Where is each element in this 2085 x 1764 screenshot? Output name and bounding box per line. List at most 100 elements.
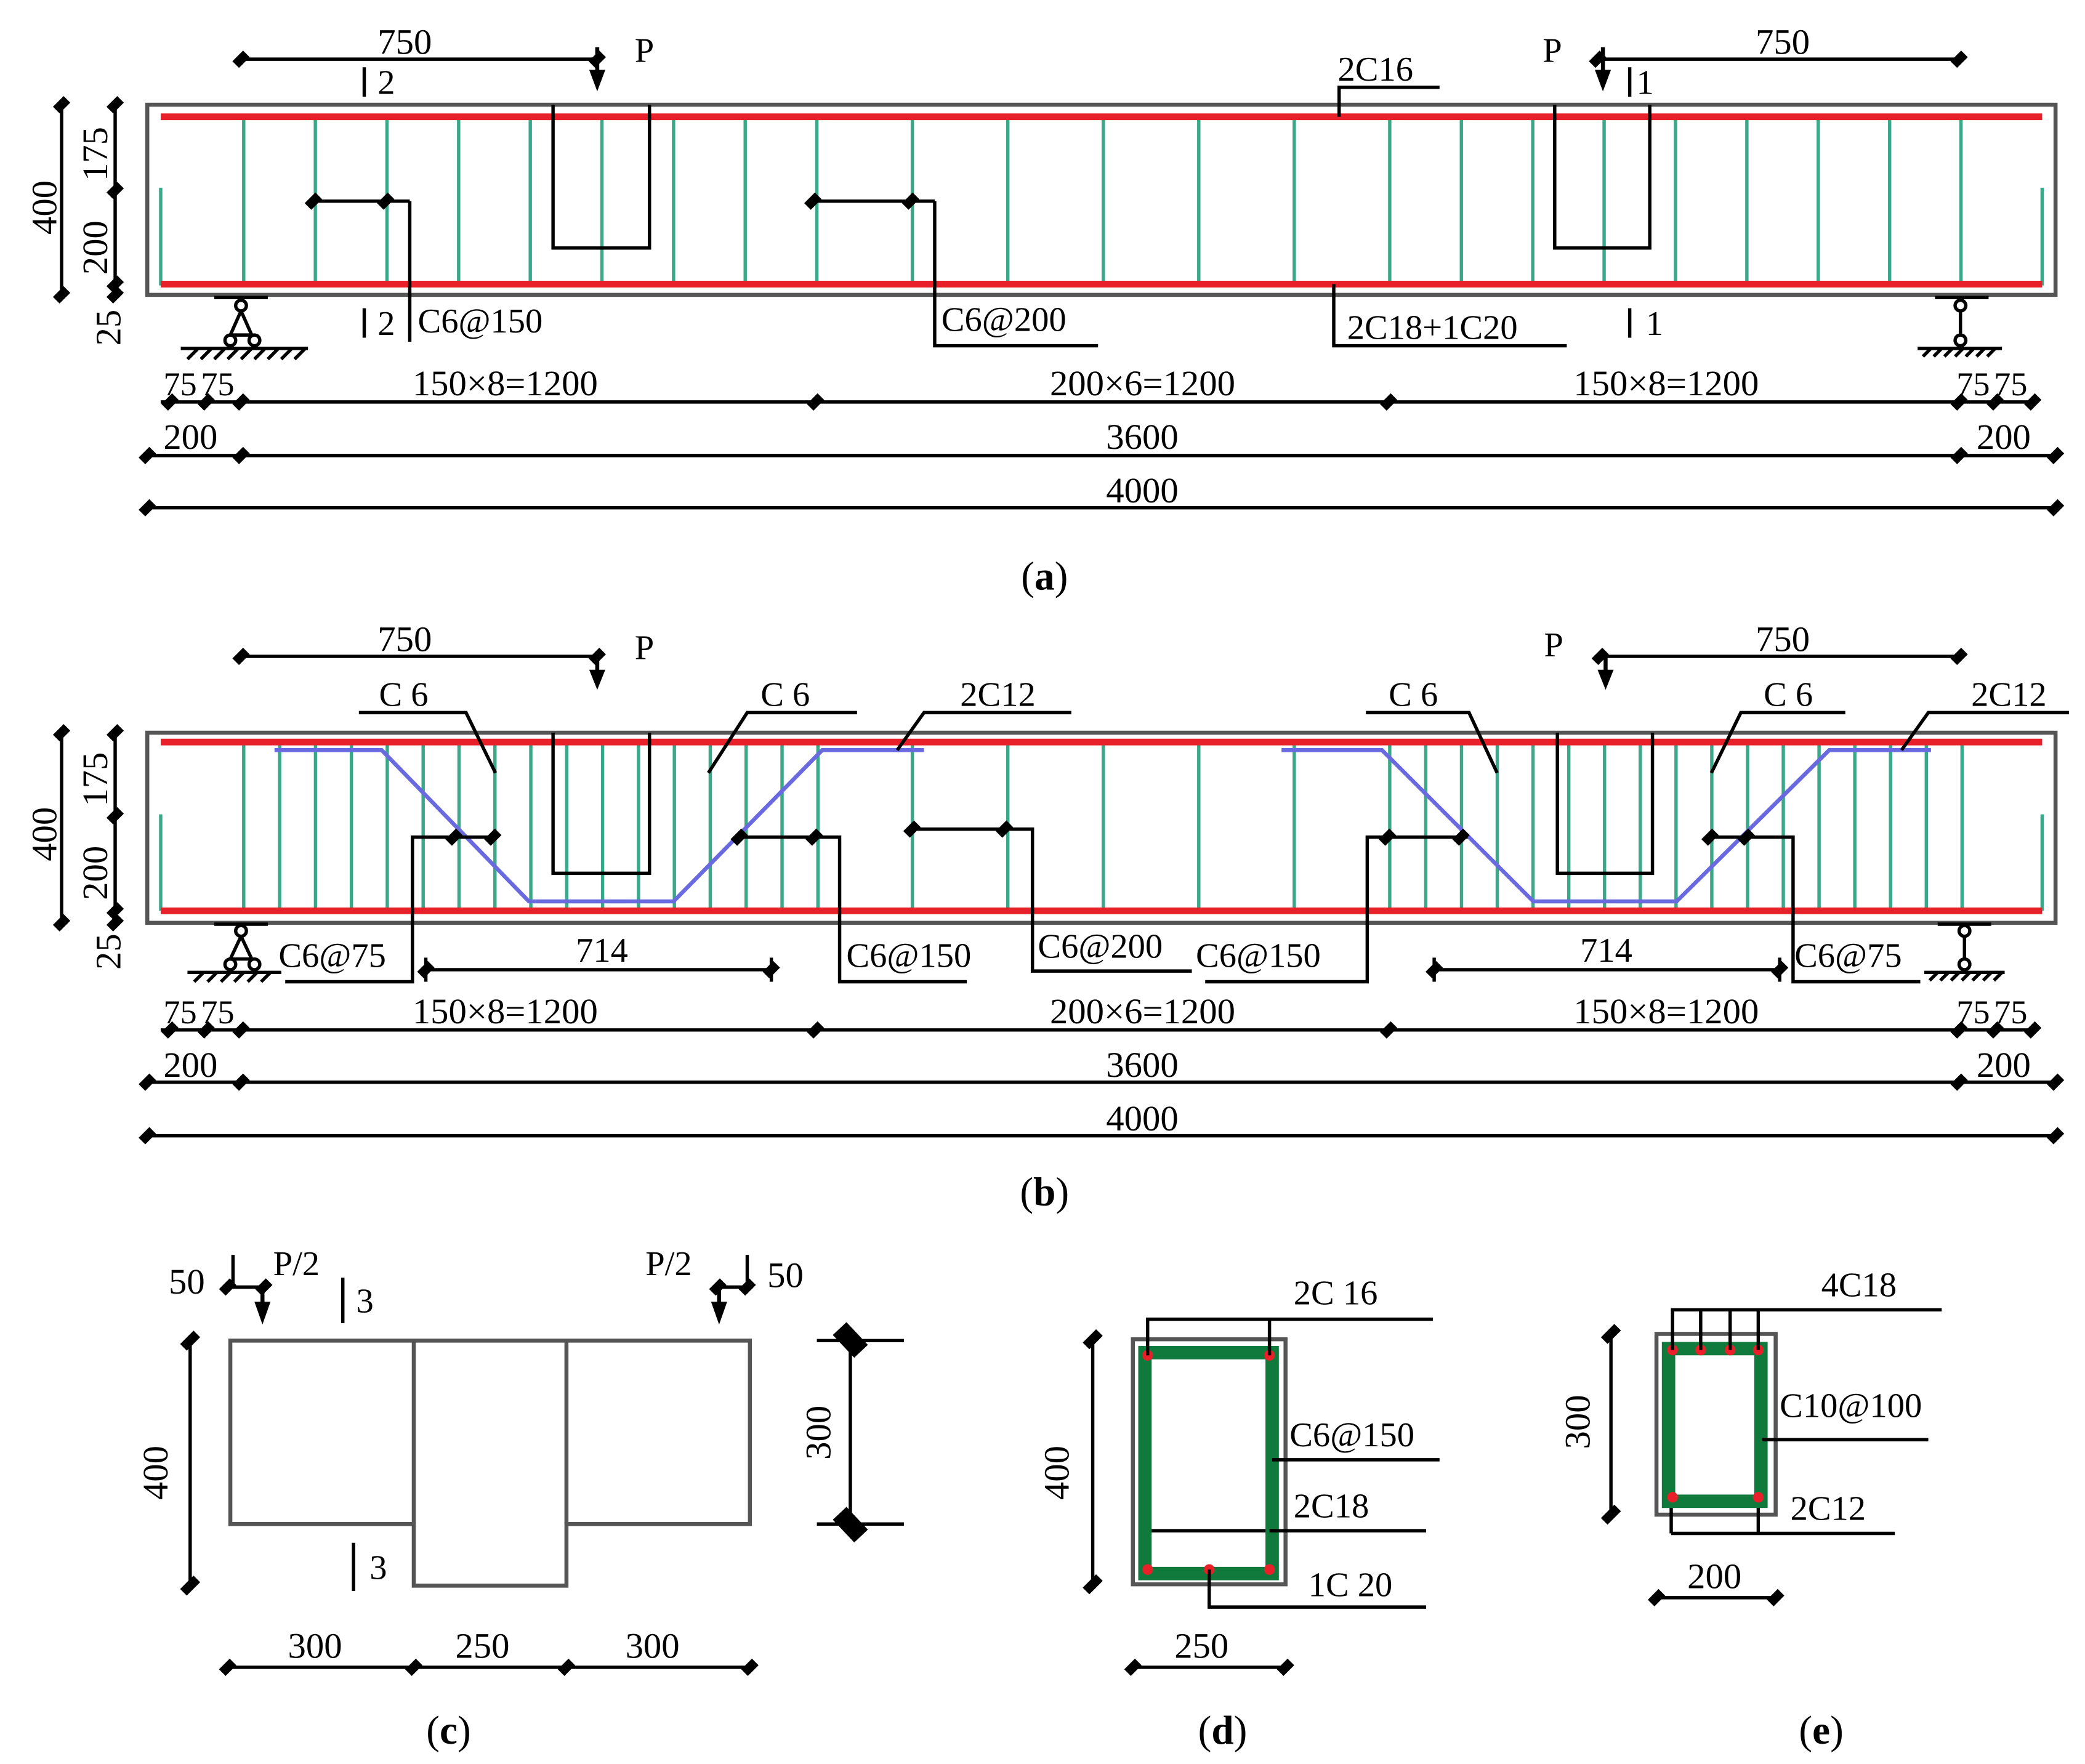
dim-b-bent-length-right: 714 [1580, 932, 1632, 970]
section-e-outline [1654, 1332, 1778, 1517]
dim-a-span: 3600 [1106, 417, 1178, 457]
dim-c-width-mid: 250 [455, 1626, 509, 1666]
roller-support-icon [1924, 922, 2005, 982]
dim-a-overhang-right: 200 [1977, 417, 2031, 457]
caption-e: (e) [1799, 1709, 1843, 1753]
dim-e-height: 300 [1557, 1395, 1597, 1449]
dim-d-height: 400 [1036, 1446, 1076, 1500]
dim-a-height-total: 400 [24, 180, 64, 235]
section-mark-a-2-top: 2 [377, 64, 395, 102]
dim-b-span: 3600 [1106, 1045, 1178, 1085]
dim-c-width-right: 300 [626, 1626, 680, 1666]
dim-c-height-right: 300 [798, 1406, 838, 1460]
dim-a-spacing-right: 150×8=1200 [1573, 363, 1759, 403]
dim-b-total: 4000 [1106, 1098, 1178, 1138]
section-mark-c-bottom: 3 [369, 1549, 387, 1587]
caption-a: (a) [1021, 554, 1068, 598]
panel-b-elevation: P P 750 750 C 6 C 6 2C12 C 6 C 6 2C12 C6… [24, 619, 2069, 1215]
dim-b-75-1: 75 [163, 994, 196, 1031]
dim-a-total: 4000 [1106, 470, 1178, 510]
panel-a-elevation: P P 750 750 2 2 1 1 2C16 C6@150 C6@200 [24, 22, 2065, 598]
dim-b-height-upper: 175 [75, 752, 115, 807]
label-e-top-bar: 4C18 [1821, 1267, 1897, 1305]
dim-b-75-3: 75 [1956, 994, 1990, 1031]
label-b-bent-1: C 6 [379, 676, 428, 714]
section-mark-c-top: 3 [356, 1283, 373, 1321]
dim-c-offset-right: 50 [767, 1255, 804, 1295]
dim-b-height-middle: 200 [75, 846, 115, 900]
dim-b-shear-span-left: 750 [377, 619, 432, 659]
caption-d: (d) [1198, 1709, 1248, 1753]
dim-a-75-1: 75 [163, 366, 196, 403]
dim-a-height-middle: 200 [75, 220, 115, 275]
label-a-top-bar: 2C16 [1338, 50, 1414, 89]
dim-a-75-3: 75 [1956, 366, 1990, 403]
dim-a-height-lower: 25 [89, 310, 129, 346]
dim-a-height-upper: 175 [75, 127, 115, 181]
label-b-stirrup-150-left: C6@150 [846, 937, 971, 975]
beam-a-load-plate-left [551, 105, 651, 250]
panel-e-cross-section: 4C18 C10@100 2C12 300 200 (e) [1557, 1267, 1942, 1753]
label-d-top-bar: 2C 16 [1294, 1275, 1378, 1313]
dim-a-spacing-mid: 200×6=1200 [1050, 363, 1235, 403]
pin-support-icon [180, 296, 309, 361]
load-label-b-right: P [1544, 626, 1563, 664]
beam-b-outline [145, 730, 2058, 925]
label-a-stirrup-end: C6@150 [418, 302, 543, 340]
dim-e-width: 200 [1687, 1557, 1741, 1597]
dim-a-overhang-left: 200 [163, 417, 217, 457]
label-b-stirrup-end-right: C6@75 [1794, 937, 1902, 975]
label-b-stirrup-150-right: C6@150 [1196, 937, 1321, 975]
label-b-stirrup-end-left: C6@75 [278, 937, 386, 975]
t-section-outline [228, 1339, 752, 1588]
pin-support-icon [187, 922, 281, 983]
panel-d-cross-section: 2C 16 C6@150 2C18 1C 20 400 250 (d) [1036, 1275, 1440, 1753]
dim-c-width-left: 300 [288, 1626, 342, 1666]
section-mark-a-2-bottom: 2 [377, 305, 395, 343]
label-e-stirrup: C10@100 [1780, 1387, 1922, 1425]
dim-b-overhang-left: 200 [163, 1045, 217, 1085]
caption-b: (b) [1020, 1170, 1069, 1215]
panel-c-cross-section: P/2 P/2 50 50 3 3 400 300 300 250 300 [135, 1245, 904, 1753]
rebar-dot [1752, 1492, 1764, 1503]
roller-support-icon [1918, 296, 2002, 358]
label-b-bent-4: C 6 [1764, 676, 1813, 714]
section-e-stirrup [1661, 1342, 1768, 1508]
label-b-top-bar-right: 2C12 [1971, 676, 2047, 714]
label-a-bottom-bar: 2C18+1C20 [1347, 309, 1518, 347]
rebar-dot [1142, 1564, 1153, 1575]
beam-a-stirrups [242, 116, 1963, 284]
dim-a-spacing-left: 150×8=1200 [413, 363, 598, 403]
dim-a-shear-span-right: 750 [1756, 22, 1810, 62]
label-b-bent-2: C 6 [760, 676, 810, 714]
dim-c-height-left: 400 [135, 1446, 175, 1500]
beam-b-bent-bar-left [274, 748, 924, 904]
section-d-stirrup [1138, 1346, 1279, 1581]
label-d-bottom-bar-1: 2C18 [1294, 1487, 1369, 1525]
beam-b-bent-bar-right [1281, 748, 1931, 904]
dim-b-75-4: 75 [1994, 994, 2027, 1031]
load-label-a-right: P [1543, 31, 1562, 70]
load-label-c-left: P/2 [273, 1245, 320, 1283]
label-b-bent-3: C 6 [1389, 676, 1438, 714]
label-b-top-bar-left: 2C12 [960, 676, 1036, 714]
beam-a-outline [145, 102, 2058, 297]
dim-a-75-2: 75 [201, 366, 234, 403]
beam-a-load-plate-right [1553, 105, 1651, 250]
dim-b-shear-span-right: 750 [1756, 619, 1810, 659]
label-d-bottom-bar-2: 1C 20 [1309, 1566, 1393, 1605]
load-label-b-left: P [635, 629, 654, 667]
label-b-stirrup-mid: C6@200 [1038, 927, 1163, 965]
dim-b-bent-length-left: 714 [576, 932, 628, 970]
dim-d-width: 250 [1174, 1626, 1228, 1666]
label-e-bottom-bar: 2C12 [1791, 1490, 1866, 1528]
load-label-a-left: P [635, 31, 654, 70]
dim-a-75-4: 75 [1994, 366, 2027, 403]
label-d-stirrup: C6@150 [1289, 1416, 1414, 1454]
rebar-dot [1667, 1492, 1678, 1503]
load-label-c-right: P/2 [645, 1245, 692, 1283]
dim-b-spacing-mid: 200×6=1200 [1050, 991, 1235, 1031]
rebar-dot [1264, 1564, 1275, 1575]
dim-b-spacing-right: 150×8=1200 [1573, 991, 1759, 1031]
